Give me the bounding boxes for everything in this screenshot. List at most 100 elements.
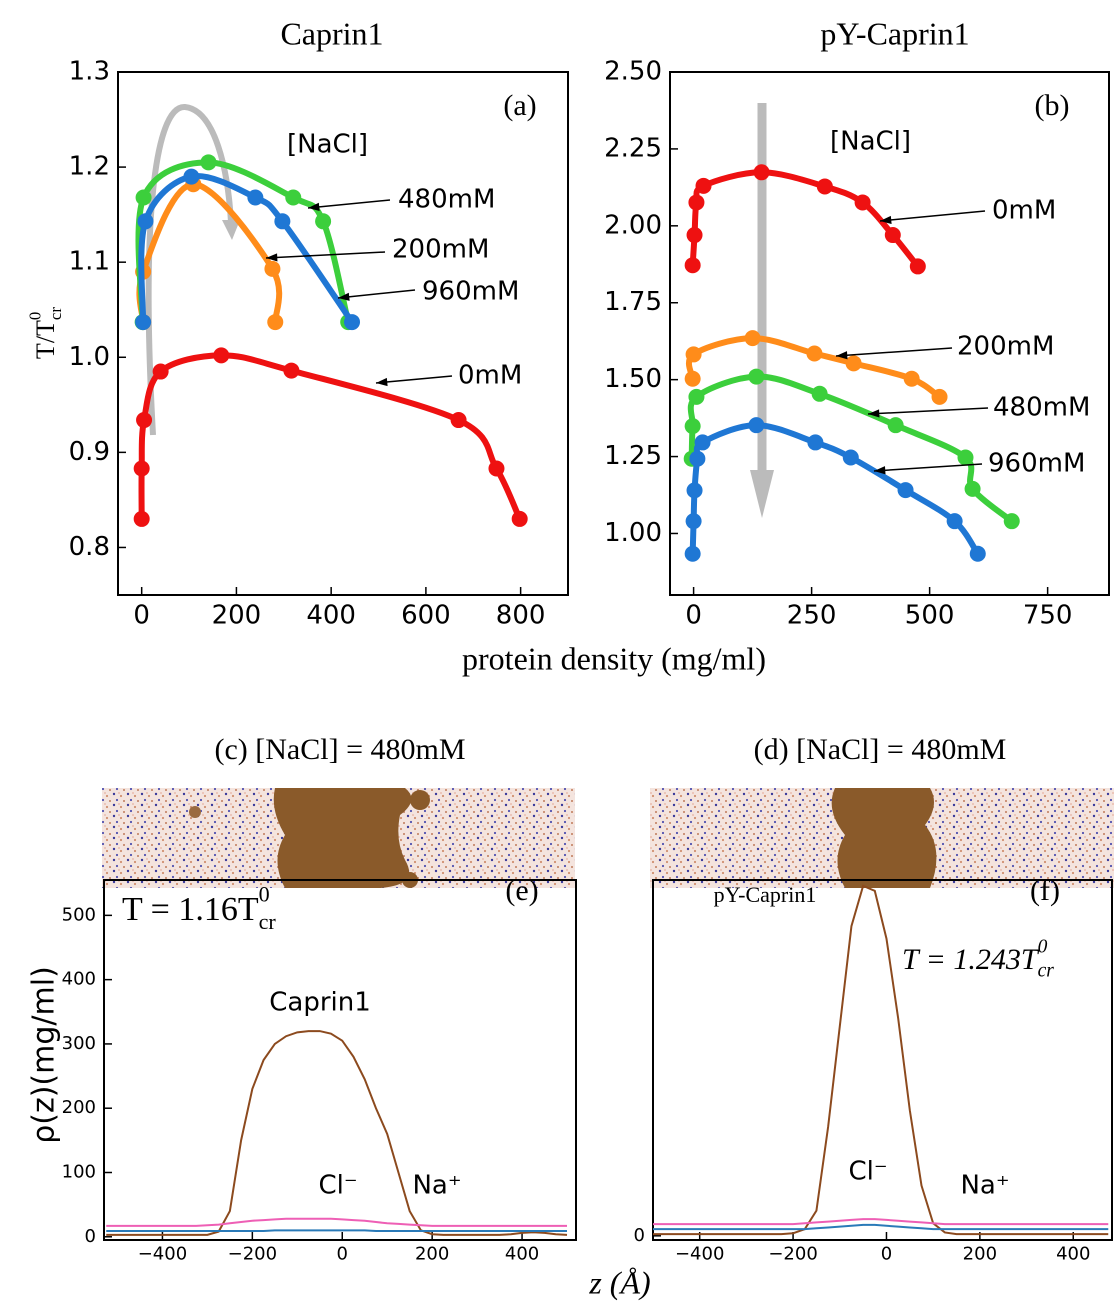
- label-arrowhead: [376, 377, 388, 387]
- chart-title: pY-Caprin1: [820, 15, 969, 51]
- point: [684, 257, 701, 274]
- plot-frame: [117, 71, 569, 596]
- point: [685, 513, 702, 530]
- plot-frame: [103, 879, 577, 1241]
- point: [267, 314, 284, 331]
- point: [685, 346, 702, 363]
- series-label: Na⁺: [960, 1171, 1009, 1201]
- snapshot-d: [650, 788, 1114, 888]
- x-axis-label: protein density (mg/ml): [462, 640, 766, 676]
- point: [133, 460, 150, 477]
- annotation: [NaCl]: [830, 127, 911, 157]
- plot-frame: [669, 71, 1110, 596]
- trend-arrow: [145, 104, 234, 436]
- x-tick-label: 200: [212, 600, 262, 630]
- point: [511, 510, 528, 527]
- x-tick-label: 0: [881, 1243, 892, 1264]
- y-tick-label: 2.25: [604, 133, 662, 163]
- y-tick-label: 200: [62, 1097, 96, 1118]
- series-label: 480mM: [398, 185, 495, 215]
- x-tick-label: −400: [138, 1243, 187, 1264]
- point: [135, 314, 152, 331]
- series-line: [653, 884, 1109, 1236]
- plot-frame: [652, 879, 1113, 1241]
- point: [450, 412, 467, 429]
- annotation: T = 1.16T0 cr: [122, 882, 276, 934]
- x-tick-label: 0: [133, 600, 150, 630]
- series-label: Cl⁻: [318, 1171, 357, 1201]
- series-label: 960mM: [422, 277, 519, 307]
- label-arrow: [375, 375, 453, 384]
- y-tick-label: 100: [62, 1162, 96, 1183]
- series-label: pY-Caprin1: [714, 882, 817, 907]
- point: [753, 164, 770, 181]
- x-tick-label: 200: [415, 1243, 449, 1264]
- series-group: [653, 884, 1109, 1236]
- x-tick-label: −200: [228, 1243, 277, 1264]
- point: [903, 370, 920, 387]
- label-arrowhead: [880, 215, 892, 225]
- point: [200, 154, 217, 171]
- point: [344, 314, 360, 331]
- y-tick-label: 1.2: [69, 152, 110, 182]
- y-tick-label: 1.50: [604, 364, 662, 394]
- y-axis-label-main: T/T: [31, 320, 60, 359]
- label-arrow: [337, 289, 416, 299]
- y-axis-label-sub: cr: [46, 307, 65, 320]
- trend-arrowhead: [750, 470, 774, 518]
- series-line: [106, 1030, 568, 1236]
- series-line: [106, 1229, 568, 1232]
- point: [946, 513, 963, 530]
- point: [686, 227, 703, 244]
- label-arrow: [265, 251, 386, 259]
- label-arrow: [867, 407, 989, 415]
- snapshot-title: (d) [NaCl] = 480mM: [754, 733, 1007, 766]
- point: [688, 388, 705, 405]
- y-tick-label: 300: [62, 1033, 96, 1054]
- point: [283, 362, 300, 379]
- point: [152, 363, 169, 380]
- series-group: [106, 1030, 568, 1236]
- panel-label: (f): [1030, 874, 1060, 907]
- annotation-main: T = 1.16T: [122, 891, 259, 928]
- x-tick-label: −200: [768, 1243, 817, 1264]
- x-tick-label: −400: [675, 1243, 724, 1264]
- y-tick-label: 1.0: [69, 342, 110, 372]
- annotation-sub: cr: [259, 909, 277, 934]
- fit-line: [138, 352, 523, 521]
- point: [285, 189, 302, 206]
- point: [842, 449, 859, 466]
- x-tick-label: 400: [1056, 1243, 1090, 1264]
- label-arrowhead: [874, 466, 886, 475]
- point: [964, 480, 981, 497]
- point: [744, 330, 761, 347]
- point: [135, 189, 152, 206]
- fit-line: [687, 373, 1014, 524]
- annotation-sup: 0: [1038, 937, 1048, 958]
- trend-arrowhead: [222, 220, 240, 240]
- annotation-sup: 0: [259, 882, 270, 907]
- point: [213, 347, 230, 364]
- point: [133, 510, 150, 527]
- series-line: [653, 1218, 1109, 1226]
- x-tick-label: 200: [963, 1243, 997, 1264]
- y-tick-label: 500: [62, 904, 96, 925]
- point: [684, 418, 701, 435]
- point: [688, 194, 705, 211]
- label-arrow: [307, 199, 391, 209]
- x-tick-label: 0: [337, 1243, 348, 1264]
- annotation-main: T = 1.243T: [902, 943, 1040, 976]
- point: [689, 450, 706, 467]
- annotation-sub: cr: [1038, 961, 1055, 982]
- x-tick-label: 0: [685, 600, 702, 630]
- point: [247, 189, 264, 206]
- x-tick-label: 400: [505, 1243, 539, 1264]
- series-label: 480mM: [993, 393, 1090, 423]
- point: [686, 482, 703, 499]
- label-arrowhead: [308, 202, 320, 212]
- y-tick-label: 1.00: [604, 518, 662, 548]
- fit-line: [138, 173, 355, 324]
- point: [264, 260, 281, 277]
- y-axis-label-sup: 0: [25, 312, 44, 320]
